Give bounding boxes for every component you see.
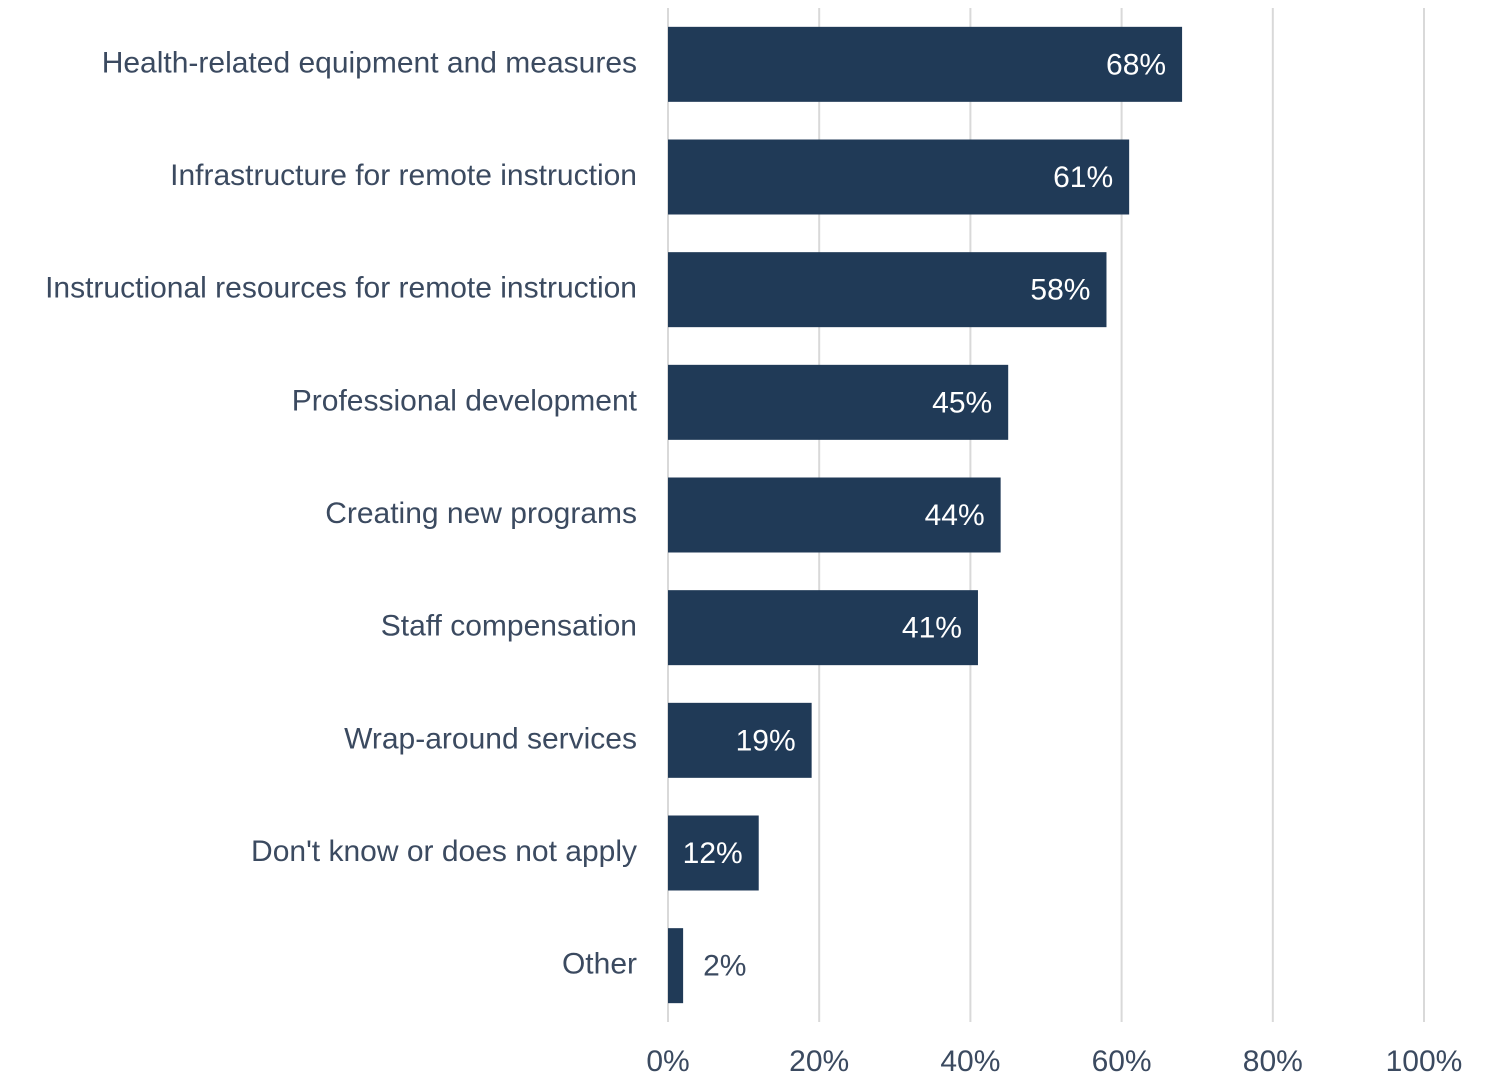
y-tick-label: Professional development [292, 384, 638, 417]
data-label: 68% [1106, 48, 1166, 81]
x-tick-label: 100% [1386, 1045, 1463, 1078]
data-label: 58% [1030, 274, 1090, 307]
x-tick-label: 40% [940, 1045, 1000, 1078]
y-tick-label: Creating new programs [325, 497, 637, 530]
bar [668, 139, 1130, 215]
data-label: 44% [925, 499, 985, 532]
data-label: 19% [736, 724, 796, 757]
x-tick-label: 0% [646, 1045, 689, 1078]
y-tick-label: Infrastructure for remote instruction [170, 159, 637, 192]
data-label: 12% [683, 837, 743, 870]
x-tick-label: 60% [1092, 1045, 1152, 1078]
bar [668, 815, 759, 891]
bar [668, 26, 1183, 102]
y-tick-label: Staff compensation [381, 610, 637, 643]
data-label: 41% [902, 612, 962, 645]
y-tick-label: Instructional resources for remote instr… [45, 272, 637, 305]
data-label: 45% [932, 386, 992, 419]
y-tick-label: Health-related equipment and measures [102, 46, 637, 79]
bar [668, 252, 1107, 328]
x-tick-label: 20% [789, 1045, 849, 1078]
data-label: 61% [1053, 161, 1113, 194]
bar [668, 702, 812, 778]
x-tick-label: 80% [1243, 1045, 1303, 1078]
y-tick-label: Wrap-around services [344, 722, 637, 755]
y-tick-label: Other [562, 948, 637, 981]
y-tick-label: Don't know or does not apply [251, 835, 637, 868]
bar [668, 590, 978, 666]
bar [668, 928, 684, 1004]
data-label: 2% [703, 950, 746, 983]
bar [668, 477, 1001, 553]
bar [668, 364, 1009, 440]
